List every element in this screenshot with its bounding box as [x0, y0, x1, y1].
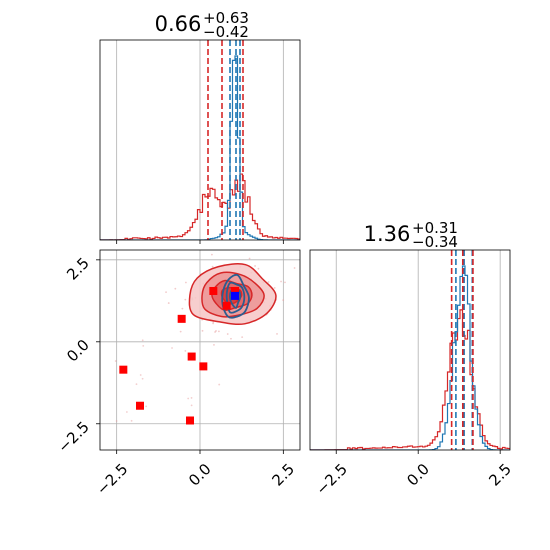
sample-dot: [115, 420, 118, 422]
marginal-1-red-histogram: [100, 173, 300, 240]
sample-dot: [241, 336, 244, 339]
red-point-3: [187, 352, 196, 361]
sample-dot: [125, 411, 128, 413]
sample-dot: [293, 267, 296, 269]
sample-dot: [212, 322, 215, 325]
sample-dot: [190, 397, 193, 399]
sample-dot: [187, 397, 190, 400]
marginal-1-panel: 0.66 +0.63 −0.42: [99, 9, 301, 244]
sample-dot: [215, 330, 217, 332]
red-point-1: [136, 401, 144, 410]
sample-dot: [248, 257, 251, 260]
sample-dot: [190, 404, 193, 407]
y-tick-label-0: −2.5: [54, 418, 92, 456]
sample-dot: [171, 347, 173, 349]
y-tick-label-2: 2.5: [63, 254, 93, 284]
sample-dot: [302, 295, 304, 297]
sample-dot: [282, 299, 285, 301]
marginal-2-frame: [309, 249, 511, 451]
joint-points: [119, 286, 239, 425]
marginal-1-title: 0.66: [155, 12, 202, 36]
sample-dot: [201, 329, 204, 332]
sample-dot: [230, 337, 232, 340]
marginal-2-title-plus: +0.31: [412, 219, 458, 237]
sample-dot: [135, 383, 138, 386]
sample-dot: [267, 281, 270, 283]
marginal-1-title-minus: −0.42: [203, 23, 249, 41]
sample-dot: [174, 287, 177, 290]
marginal-2-ticks: −2.5 0.0 2.5: [312, 450, 515, 499]
marginal-1-ticks: [116, 240, 284, 244]
sample-dot: [284, 281, 286, 284]
blue-contour-level-0: [221, 273, 250, 319]
red-point-5: [186, 416, 194, 425]
sample-dot: [167, 302, 170, 304]
sample-dot: [185, 281, 187, 284]
sample-dot: [218, 330, 220, 333]
sample-dot: [141, 339, 144, 342]
sample-dot: [145, 405, 148, 408]
sample-dot: [181, 307, 184, 310]
joint-panel: −2.5 0.0 2.5 −2.5 0.0 2.5: [54, 249, 304, 499]
red-point-4: [199, 362, 208, 371]
red-point-8: [231, 286, 239, 295]
marginal-2-blue-histogram: [310, 265, 510, 450]
sample-dot: [226, 333, 229, 335]
red-point-7: [222, 301, 231, 310]
red-point-2: [177, 314, 186, 323]
sample-dot: [273, 287, 276, 289]
y-tick-label-1: 0.0: [63, 336, 93, 366]
x-tick-label-2: 2.5: [268, 460, 298, 490]
x-tick-label-0: −2.5: [93, 460, 131, 498]
sample-dot: [184, 350, 187, 352]
sample-dot: [141, 377, 144, 380]
marginal-2-grid: [335, 250, 501, 450]
x-tick-label-0: −2.5: [312, 460, 350, 498]
sample-dot: [211, 265, 214, 268]
marginal-1-title-value: 0.66: [155, 12, 202, 36]
sample-dot: [280, 280, 282, 283]
blue-point-0: [231, 291, 239, 300]
red-point-6: [209, 286, 218, 295]
sample-dot: [276, 333, 278, 335]
sample-dot: [218, 383, 221, 386]
marginal-2-title-minus: −0.34: [412, 233, 458, 251]
sample-dot: [257, 267, 260, 270]
marginal-1-grid: [116, 40, 284, 240]
marginal-1-title-plus: +0.63: [203, 9, 249, 27]
joint-grid: [100, 250, 300, 450]
marginal-2-quantile-lines: [450, 250, 474, 450]
marginal-2-panel: −2.5 0.0 2.5 1.36 +0.31 −0.34: [309, 219, 515, 499]
marginal-2-title-value: 1.36: [364, 222, 411, 246]
x-tick-label-1: 0.0: [185, 460, 215, 490]
sample-dot: [179, 330, 182, 333]
sample-dot: [211, 253, 213, 256]
marginal-2-title: 1.36: [364, 222, 411, 246]
sample-dot: [114, 360, 117, 362]
sample-dot: [130, 419, 133, 422]
sample-dot: [254, 265, 256, 267]
x-tick-label-2: 2.5: [485, 460, 515, 490]
sample-dot: [201, 318, 203, 321]
blue-contour-level-1: [225, 281, 246, 314]
sample-dot: [165, 291, 167, 294]
red-point-0: [119, 365, 128, 374]
marginal-1-quantile-lines: [207, 40, 244, 240]
sample-dot: [184, 298, 187, 301]
sample-dot: [139, 374, 142, 376]
x-tick-label-1: 0.0: [403, 460, 433, 490]
sample-dot: [142, 344, 145, 347]
sample-dot: [213, 343, 215, 346]
